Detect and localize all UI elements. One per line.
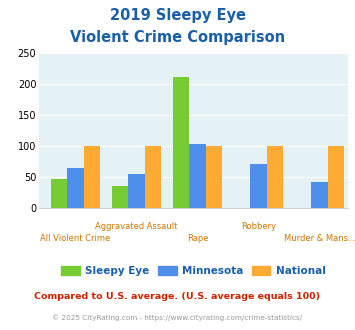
- Text: Murder & Mans...: Murder & Mans...: [284, 234, 355, 243]
- Bar: [267, 146, 283, 208]
- Text: © 2025 CityRating.com - https://www.cityrating.com/crime-statistics/: © 2025 CityRating.com - https://www.city…: [53, 314, 302, 321]
- Bar: [328, 146, 344, 208]
- Bar: [311, 182, 328, 208]
- Text: 2019 Sleepy Eye: 2019 Sleepy Eye: [109, 8, 246, 23]
- Text: Compared to U.S. average. (U.S. average equals 100): Compared to U.S. average. (U.S. average …: [34, 292, 321, 301]
- Text: All Violent Crime: All Violent Crime: [40, 234, 111, 243]
- Bar: [173, 77, 190, 208]
- Bar: [112, 185, 129, 208]
- Text: Robbery: Robbery: [241, 222, 276, 231]
- Bar: [84, 146, 100, 208]
- Text: Aggravated Assault: Aggravated Assault: [95, 222, 178, 231]
- Legend: Sleepy Eye, Minnesota, National: Sleepy Eye, Minnesota, National: [57, 262, 330, 280]
- Text: Violent Crime Comparison: Violent Crime Comparison: [70, 30, 285, 45]
- Bar: [67, 168, 84, 208]
- Text: Rape: Rape: [187, 234, 208, 243]
- Bar: [51, 179, 67, 208]
- Bar: [250, 164, 267, 208]
- Bar: [206, 146, 222, 208]
- Bar: [129, 174, 145, 208]
- Bar: [190, 144, 206, 208]
- Bar: [145, 146, 161, 208]
